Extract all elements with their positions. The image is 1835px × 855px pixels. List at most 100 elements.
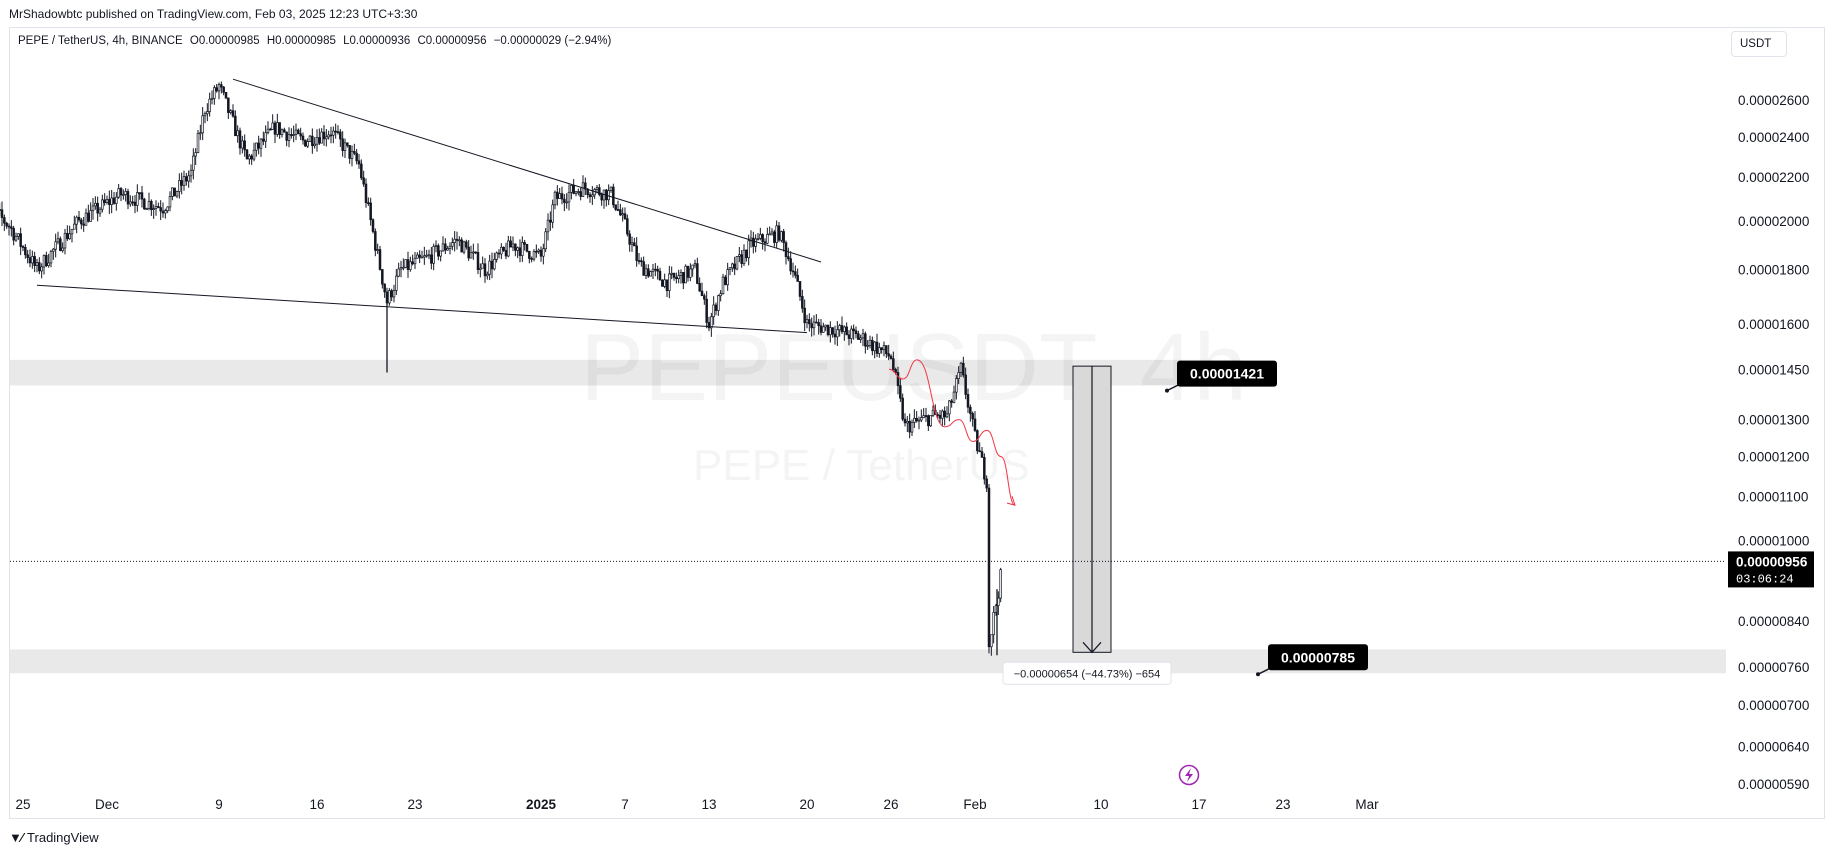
candle-body [339,131,342,140]
candle-body [530,258,533,260]
y-tick-label: 0.00002000 [1738,214,1809,229]
candle-body [864,333,867,347]
candle-body [425,254,428,257]
currency-button[interactable]: USDT [1731,31,1787,57]
candle-body [262,138,265,142]
candle-body [948,400,951,415]
candle-body [959,362,963,373]
candle-body [182,176,186,186]
candle-body [178,180,181,192]
candle-body [962,362,965,376]
time-axis[interactable]: 25 Dec 9 16 23 2025 7 13 20 26 Feb 10 17 23 Mar [15,797,1379,812]
candle-body [292,134,295,136]
candle-body [616,209,620,211]
candle-body [719,293,722,297]
candle-body [280,129,284,135]
candle-body [742,249,746,264]
candle-body [525,243,529,252]
candle-body [600,194,603,201]
y-tick-label: 0.00001450 [1738,362,1809,377]
candle-body [453,238,456,243]
candle-body [252,149,256,160]
candle-body [271,122,274,130]
candle-body [129,201,132,205]
candle-body [75,216,78,225]
candle-body [810,323,813,329]
trendlines-layer[interactable] [36,78,822,334]
candle-body [383,283,386,293]
projection-arrowhead [1006,496,1016,506]
candle-body [840,325,844,333]
candle-body [192,155,195,171]
candle-body [738,254,741,257]
candle-body [698,283,701,292]
candle-body [693,263,697,266]
projection-layer[interactable] [888,359,1016,506]
candle-body [763,241,767,244]
candle-body [507,240,510,257]
candle-body [210,98,214,100]
candle-body [259,138,263,149]
candle-body [406,259,410,270]
candle-body [843,326,846,333]
candle-body [229,110,232,113]
candle-body [236,130,239,137]
y-tick-label: 0.00001100 [1738,490,1808,505]
candle-body [773,231,776,243]
candle-body [103,199,106,203]
candle-body [549,219,552,223]
watermark-name: PEPE / TetherUS [693,441,1030,490]
candle-body [341,138,344,151]
y-tick-label: 0.00002600 [1738,93,1809,108]
candle-body [343,142,347,151]
candle-body [439,250,442,257]
y-tick-label: 0.00001600 [1738,317,1809,332]
alert-icon[interactable] [1178,764,1200,786]
candle-body [297,129,300,135]
candle-body [31,256,34,264]
candle-body [108,199,111,205]
candle-body [47,262,50,267]
candle-body [805,319,809,324]
candle-body [829,327,832,336]
candles-layer[interactable] [0,81,1002,656]
footer-brand[interactable]: ▼⁄ TradingView [9,830,99,845]
candle-body [985,478,988,489]
candle-body [735,256,739,270]
candle-body [138,192,141,194]
candle-body [784,242,788,258]
candle-body [649,271,652,277]
candle-body [336,131,340,133]
candle-body [318,137,321,144]
candle-body [511,243,515,248]
candle-body [577,191,580,193]
candle-body [381,269,384,285]
symbol-label[interactable]: PEPE / TetherUS, 4h, BINANCE [18,35,183,47]
watermark-layer: PEPEUSDT, 4h PEPE / TetherUS [580,314,1247,490]
candle-body [432,246,435,264]
candle-body [875,341,879,354]
measure-label: −0.00000654 (−44.73%) −654 [1014,668,1161,680]
candle-body [931,409,935,416]
candle-body [833,333,837,338]
candle-body [357,160,361,165]
price-label-box [1268,644,1368,671]
candle-body [199,132,202,135]
candle-body [304,139,307,147]
measure-layer[interactable]: −0.00000654 (−44.73%) −654 [1002,365,1172,685]
candle-body [362,177,365,185]
candle-body [122,194,125,196]
candle-body [61,247,64,251]
candle-body [166,206,169,211]
price-axis[interactable]: 0.00002600 0.00002400 0.00002200 0.00002000… [1738,93,1809,792]
candle-body [315,137,319,145]
candle-body [950,400,953,403]
candle-body [903,418,907,424]
candle-body [551,204,554,223]
price-labels-layer[interactable]: 0.00001421 0.00000785 [1165,360,1368,677]
candle-body [56,238,60,243]
candle-body [322,131,326,140]
x-tick-label: 26 [883,797,898,812]
candle-body [822,326,825,333]
